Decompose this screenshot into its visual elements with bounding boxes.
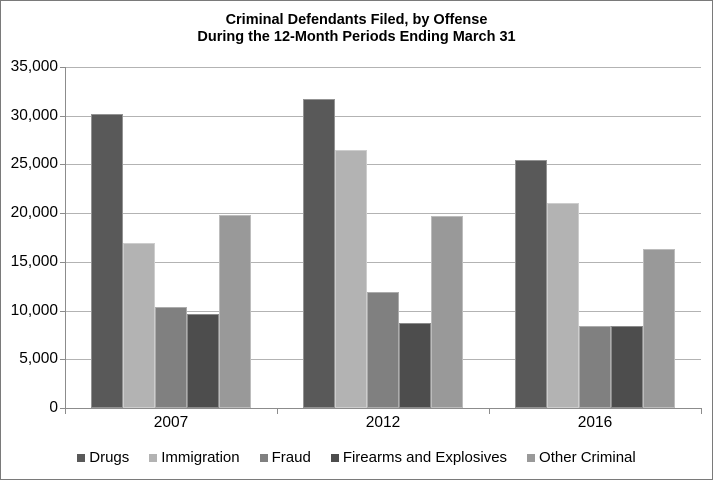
legend-swatch-icon xyxy=(330,454,339,462)
legend-swatch-icon xyxy=(259,454,268,462)
y-axis-label: 15,000 xyxy=(10,252,58,270)
legend-item-immigration: Immigration xyxy=(149,449,240,467)
y-axis-label: 20,000 xyxy=(10,204,58,222)
bar-firearms-and-explosives-2007 xyxy=(187,314,219,408)
legend-label: Immigration xyxy=(161,449,240,466)
bar-other-criminal-2007 xyxy=(219,215,251,408)
legend-item-firearms-and-explosives: Firearms and Explosives xyxy=(330,449,508,467)
y-axis-tick xyxy=(60,359,65,361)
y-axis-tick xyxy=(60,408,65,409)
y-axis-tick xyxy=(60,164,65,166)
bar-fraud-2007 xyxy=(155,306,187,408)
legend-label: Other Criminal xyxy=(539,449,636,466)
bar-firearms-and-explosives-2012 xyxy=(399,323,431,408)
bar-immigration-2016 xyxy=(547,203,579,408)
plot-area xyxy=(65,67,701,408)
bar-fraud-2016 xyxy=(579,326,611,408)
y-axis-label: 5,000 xyxy=(19,350,58,368)
chart-title-line-2: During the 12-Month Periods Ending March… xyxy=(197,29,516,45)
bar-other-criminal-2012 xyxy=(431,216,463,408)
bar-firearms-and-explosives-2016 xyxy=(611,326,643,408)
gridline xyxy=(65,213,701,215)
bar-fraud-2012 xyxy=(367,292,399,408)
chart-title: Criminal Defendants Filed, by Offense Du… xyxy=(1,12,712,46)
y-axis-line xyxy=(65,67,66,409)
y-axis-tick xyxy=(60,115,65,117)
y-axis-label: 10,000 xyxy=(10,301,58,319)
legend-label: Fraud xyxy=(271,449,311,466)
x-axis-tick xyxy=(65,409,66,414)
y-axis-tick xyxy=(60,67,65,68)
bar-drugs-2012 xyxy=(303,99,335,408)
bar-drugs-2016 xyxy=(515,159,547,408)
chart-title-line-1: Criminal Defendants Filed, by Offense xyxy=(225,12,488,28)
legend-item-fraud: Fraud xyxy=(259,449,311,467)
y-axis-tick xyxy=(60,310,65,312)
legend-swatch-icon xyxy=(527,454,536,462)
gridline xyxy=(65,164,701,166)
gridline xyxy=(65,67,701,68)
legend: Drugs Immigration Fraud Firearms and Explos… xyxy=(1,447,712,469)
legend-swatch-icon xyxy=(149,454,158,462)
y-axis-label: 35,000 xyxy=(10,58,58,75)
bar-drugs-2007 xyxy=(91,113,123,408)
x-axis-tick xyxy=(701,409,702,414)
x-axis-tick xyxy=(277,409,278,414)
legend-label: Firearms and Explosives xyxy=(342,449,508,466)
y-axis-tick xyxy=(60,261,65,263)
x-axis-tick xyxy=(489,409,490,414)
y-axis-label: 25,000 xyxy=(10,155,58,173)
bar-other-criminal-2016 xyxy=(643,249,675,408)
gridline xyxy=(65,261,701,263)
legend-swatch-icon xyxy=(77,454,86,462)
legend-item-drugs: Drugs xyxy=(77,449,129,467)
y-axis-tick xyxy=(60,213,65,215)
category-label-2016: 2016 xyxy=(577,414,613,431)
bar-immigration-2007 xyxy=(123,243,155,408)
gridline xyxy=(65,115,701,117)
category-label-2007: 2007 xyxy=(153,414,189,431)
category-label-2012: 2012 xyxy=(365,414,401,431)
bar-immigration-2012 xyxy=(335,149,367,408)
y-axis-label: 0 xyxy=(49,399,58,416)
legend-item-other-criminal: Other Criminal xyxy=(527,449,636,467)
legend-label: Drugs xyxy=(89,449,130,466)
y-axis-label: 30,000 xyxy=(10,106,58,124)
x-axis-line xyxy=(65,408,702,409)
